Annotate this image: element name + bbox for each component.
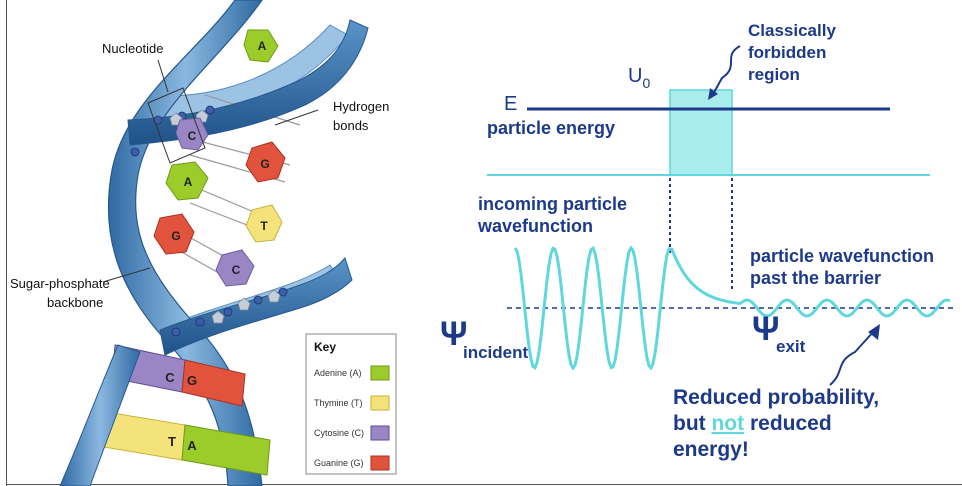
past-barrier-label-line1: particle wavefunction [750,246,934,266]
base-letter: T [260,219,268,233]
base-letter: T [168,434,176,449]
base-pair-ta-lower: T A [91,409,271,476]
incoming-wavefunction-label-line1: incoming particle [478,194,627,214]
base-letter: A [258,39,267,53]
base-a-top: A [243,29,279,63]
reduced-probability-line1: Reduced probability, [673,386,879,409]
backbone-strand-upper [127,19,369,146]
svg-text:Ψ: Ψ [440,315,468,353]
base-letter: G [171,229,180,243]
wavefunction-curve [513,245,951,371]
base-g-mid: G [153,213,195,255]
base-letter: G [260,157,269,171]
svg-text:Guanine (G): Guanine (G) [314,458,364,468]
base-t-mid: T [245,204,283,243]
incoming-wavefunction-label-line2: wavefunction [477,216,593,236]
backbone-strand-bottom-left [59,344,141,486]
forbidden-region-label-line1: Classically [748,21,836,40]
barrier-height-label: U0 [628,65,650,91]
svg-text:Cytosine (C): Cytosine (C) [314,428,364,438]
svg-text:incident: incident [463,343,529,362]
left-frame-border [6,0,7,486]
backbone-label-line1: Sugar-phosphate [10,276,110,291]
svg-text:exit: exit [776,337,806,356]
base-g-top: G [245,141,286,183]
energy-symbol: E [504,93,517,115]
key-item-cytosine: Cytosine (C) [314,425,390,441]
reduced-probability-line3: energy! [673,438,749,461]
potential-barrier [669,89,733,176]
tunneling-diagram: E particle energy U0 Classically forbidd… [440,21,955,461]
key-item-thymine: Thymine (T) [314,395,390,411]
bottom-frame-border [6,484,962,485]
dna-key: Key Adenine (A) Thymine (T) Cytosine (C)… [305,333,397,475]
key-item-adenine: Adenine (A) [314,365,390,381]
forbidden-region-pointer [711,45,741,97]
nucleotide-callout-box [147,87,206,164]
reduced-probability-pointer [829,329,876,386]
base-letter: C [165,370,175,385]
phosphate-beads [130,105,288,337]
dna-helix: C G A A T G C [59,0,369,486]
base-letter: A [184,175,193,189]
key-item-guanine: Guanine (G) [314,455,390,471]
base-letter: C [188,129,197,143]
base-letter: C [232,263,241,277]
key-title: Key [314,340,336,354]
forbidden-region-label-line2: forbidden [748,43,826,62]
past-barrier-label-line2: past the barrier [750,268,881,288]
psi-incident-label: Ψ incident [440,315,529,362]
svg-text:Adenine (A): Adenine (A) [314,368,362,378]
base-letter: G [187,373,197,388]
dna-callouts: Nucleotide Hydrogen bonds Sugar-phosphat… [10,41,389,310]
hydrogen-bonds-label-line1: Hydrogen [333,99,389,114]
particle-energy-label: particle energy [487,118,615,138]
base-c-top: C [175,117,209,151]
base-a-mid: A [165,161,209,201]
hydrogen-bonds-label-line2: bonds [333,118,369,133]
base-letter: A [187,438,197,453]
forbidden-region-label-line3: region [748,65,800,84]
base-c-mid: C [215,249,255,287]
svg-text:Ψ: Ψ [752,310,780,348]
psi-exit-label: Ψ exit [752,310,806,356]
svg-text:Thymine (T): Thymine (T) [314,398,363,408]
reduced-probability-line2: but not reduced [673,412,832,435]
nucleotide-label: Nucleotide [102,41,163,56]
backbone-label-line2: backbone [47,295,103,310]
